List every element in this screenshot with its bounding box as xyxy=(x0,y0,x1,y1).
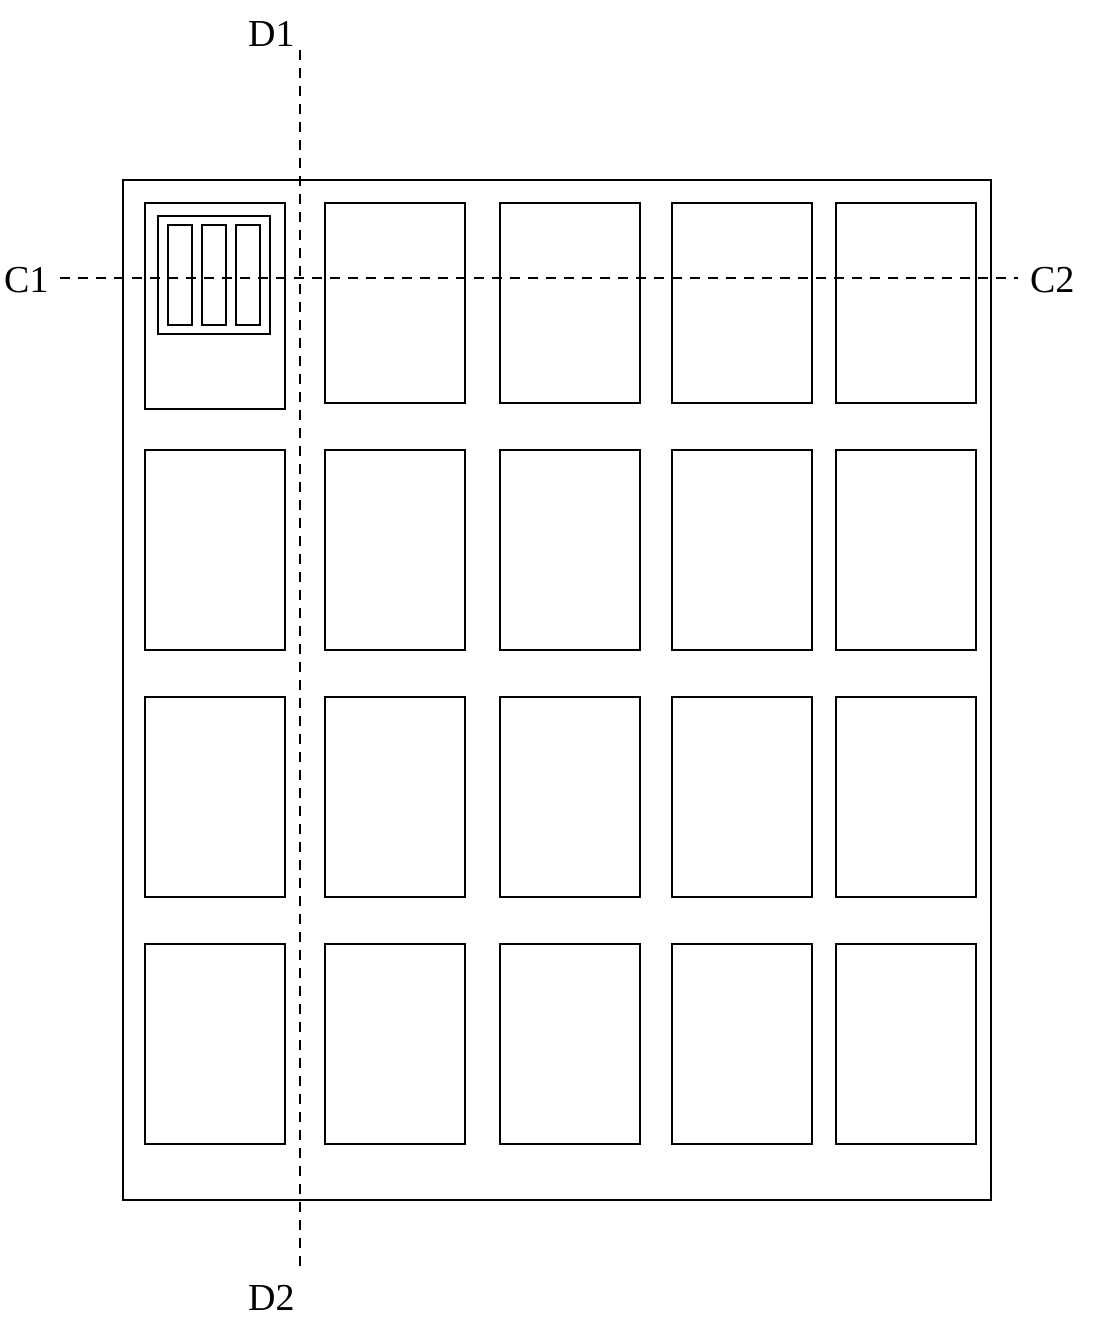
label-c1: C1 xyxy=(4,258,48,302)
diagram-svg xyxy=(0,0,1096,1328)
label-d1: D1 xyxy=(248,12,294,56)
label-c2: C2 xyxy=(1030,258,1074,302)
label-d2: D2 xyxy=(248,1276,294,1320)
